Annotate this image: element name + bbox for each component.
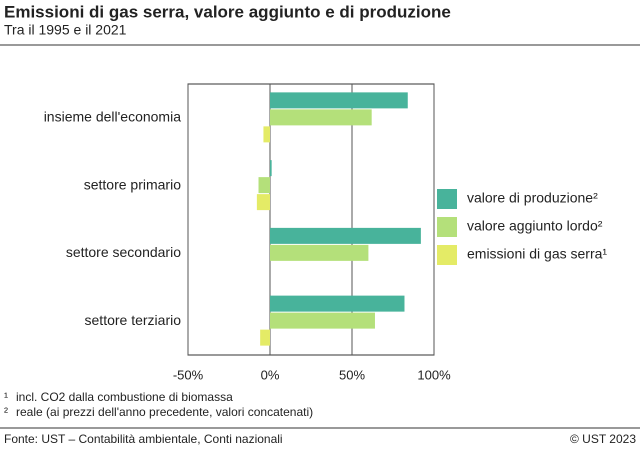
bar	[270, 295, 405, 312]
y-tick-label: settore terziario	[85, 312, 182, 328]
y-tick-label: insieme dell'economia	[44, 109, 182, 125]
bar	[270, 92, 408, 109]
bar	[260, 329, 270, 346]
note-marker: ¹	[4, 390, 8, 404]
chart-subtitle: Tra il 1995 e il 2021	[4, 22, 127, 38]
bar	[270, 109, 372, 126]
chart-title: Emissioni di gas serra, valore aggiunto …	[4, 2, 451, 21]
bar	[270, 244, 369, 261]
y-tick-label: settore primario	[84, 176, 181, 192]
source: Fonte: UST – Contabilità ambientale, Con…	[4, 432, 283, 446]
legend-label: valore di produzione²	[467, 190, 598, 206]
bar	[270, 227, 421, 244]
legend-label: valore aggiunto lordo²	[467, 218, 603, 234]
copyright: © UST 2023	[570, 432, 636, 446]
bar	[256, 194, 270, 211]
bar	[258, 177, 270, 194]
x-tick-label: 0%	[261, 367, 280, 382]
x-tick-label: 100%	[417, 367, 451, 382]
y-tick-label: settore secondario	[66, 244, 181, 260]
bar	[270, 160, 272, 177]
note-text: reale (ai prezzi dell'anno precedente, v…	[16, 405, 313, 419]
legend-label: emissioni di gas serra¹	[467, 246, 607, 262]
legend-swatch	[437, 217, 457, 237]
bar	[270, 312, 375, 329]
note-text: incl. CO2 dalla combustione di biomassa	[16, 390, 233, 404]
legend-swatch	[437, 245, 457, 265]
legend-swatch	[437, 189, 457, 209]
x-tick-label: 50%	[339, 367, 365, 382]
bar	[263, 126, 270, 143]
x-tick-label: -50%	[173, 367, 204, 382]
note-marker: ²	[4, 405, 8, 419]
